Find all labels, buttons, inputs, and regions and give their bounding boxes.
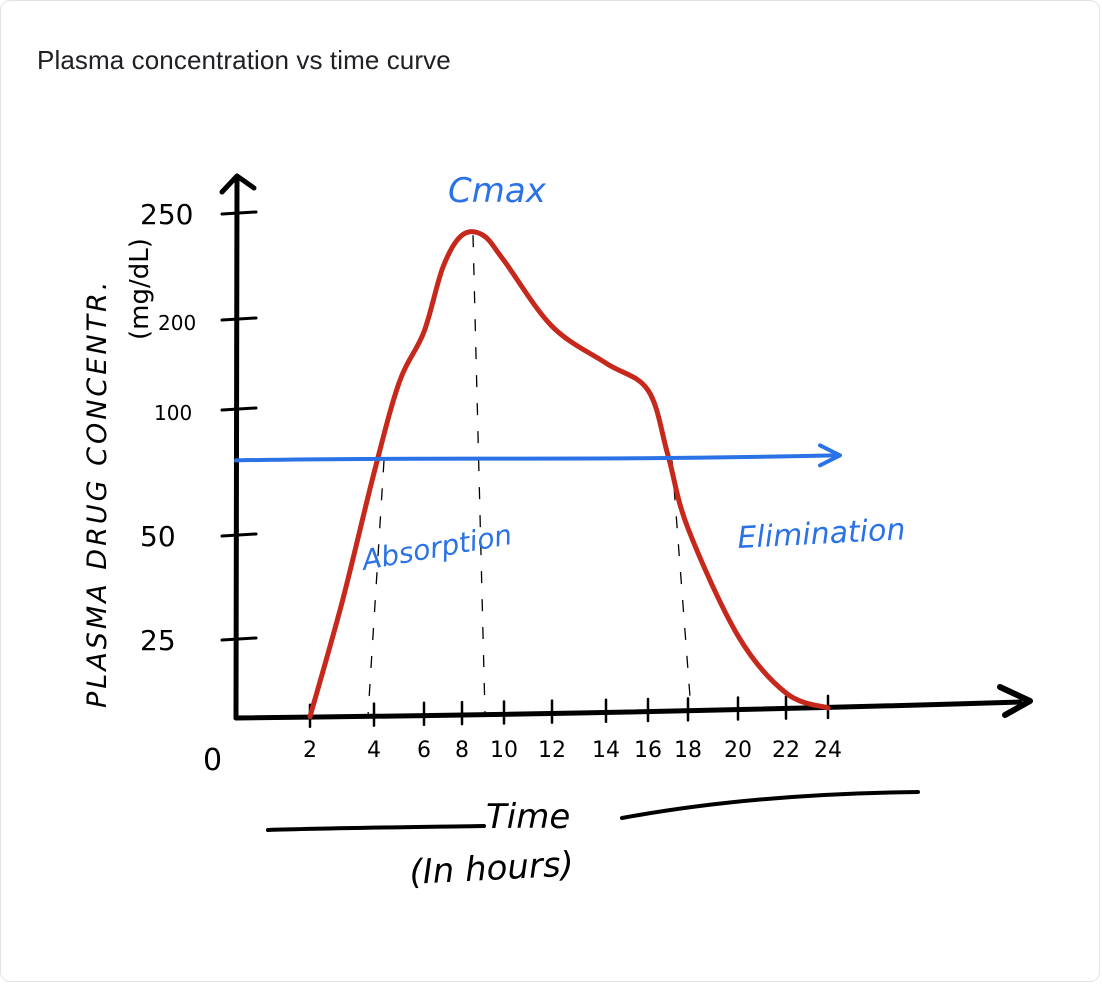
threshold-arrowhead [818, 443, 842, 468]
x-axis-arrowhead [997, 684, 1033, 718]
x-tick-label: 6 [417, 738, 431, 763]
x-tick-label: 14 [592, 738, 620, 763]
x-tick-label: 10 [490, 738, 518, 763]
x-axis-subtitle: (In hours) [408, 844, 574, 893]
y-axis-unit: (mg/dL) [125, 238, 155, 340]
y-tick-label: 100 [154, 401, 192, 425]
y-tick-label: 50 [140, 520, 176, 553]
y-tick-label: 25 [140, 624, 176, 657]
y-tick-label: 200 [158, 311, 196, 335]
y-tick-mark [220, 316, 258, 322]
elimination-guide-line [671, 460, 692, 710]
x-tick-label: 24 [814, 738, 842, 763]
origin-label: 0 [203, 743, 222, 778]
y-tick-mark [220, 636, 258, 642]
cmax-label: Cmax [448, 171, 547, 211]
absorption-label: Absorption [358, 518, 515, 577]
x-ticks: 2 4 6 8 10 12 14 16 18 20 22 24 [303, 694, 842, 763]
x-tick-label: 20 [724, 738, 752, 763]
x-axis [233, 699, 1023, 721]
x-tick-label: 18 [674, 738, 702, 763]
card-title: Plasma concentration vs time curve [37, 45, 451, 75]
y-ticks: 25 50 100 200 250 [140, 198, 258, 657]
x-tick-label: 8 [455, 738, 469, 763]
y-axis-arrowhead [219, 173, 257, 195]
y-tick-label: 250 [140, 198, 193, 231]
y-axis-title: PLASMA DRUG CONCENTR. [82, 279, 113, 708]
y-axis [233, 177, 240, 721]
x-title-line-left [266, 824, 486, 832]
threshold-line [234, 453, 836, 463]
y-tick-mark [220, 532, 258, 538]
x-tick-label: 22 [772, 738, 800, 763]
y-tick-mark [220, 406, 258, 412]
x-axis-title: Time [486, 797, 570, 837]
x-tick-label: 4 [367, 738, 381, 763]
axes [219, 173, 1033, 721]
x-title-line-right [620, 790, 920, 820]
x-tick-label: 2 [303, 738, 317, 763]
concentration-curve [307, 229, 831, 720]
elimination-label: Elimination [737, 512, 907, 556]
absorption-guide-line [367, 460, 385, 716]
guide-lines [367, 235, 692, 716]
cmax-guide-line [472, 235, 486, 714]
x-tick-label: 12 [538, 738, 566, 763]
y-tick-mark [220, 210, 258, 216]
x-tick-label: 16 [634, 738, 662, 763]
